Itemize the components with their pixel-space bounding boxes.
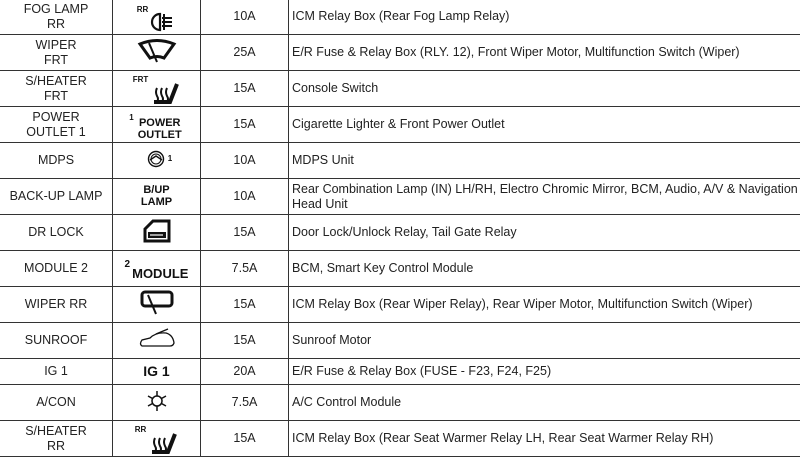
table-row: BACK-UP LAMP B/UP LAMP 10A Rear Combinat… [0, 178, 800, 215]
fuse-rating: 10A [200, 0, 289, 35]
fuse-rating: 15A [200, 286, 289, 323]
protected-circuit: E/R Fuse & Relay Box (RLY. 12), Front Wi… [288, 34, 800, 71]
fuse-name: WIPER RR [0, 286, 113, 323]
fuse-rating: 10A [200, 142, 289, 179]
protected-circuit: Sunroof Motor [288, 322, 800, 359]
table-row: S/HEATER RR RR 15A ICM Relay Box (Rear Se… [0, 420, 800, 457]
protected-circuit: Door Lock/Unlock Relay, Tail Gate Relay [288, 214, 800, 251]
protected-circuit: BCM, Smart Key Control Module [288, 250, 800, 287]
fuse-rating: 25A [200, 34, 289, 71]
protected-circuit: ICM Relay Box (Rear Wiper Relay), Rear W… [288, 286, 800, 323]
table-row: DR LOCK 15A Door Lock/Unlock Relay, Tail… [0, 214, 800, 251]
protected-circuit: Rear Combination Lamp (IN) LH/RH, Electr… [288, 178, 800, 215]
fuse-name: BACK-UP LAMP [0, 178, 113, 215]
table-row: MODULE 2 2 MODULE 7.5A BCM, Smart Key Co… [0, 250, 800, 287]
fuse-rating: 15A [200, 70, 289, 107]
protected-circuit: E/R Fuse & Relay Box (FUSE - F23, F24, F… [288, 358, 800, 385]
front-wiper-icon [137, 38, 176, 62]
fuse-name: MODULE 2 [0, 250, 113, 287]
fuse-name: A/CON [0, 384, 113, 421]
fuse-name: WIPER FRT [0, 34, 113, 71]
fuse-rating: 7.5A [200, 250, 289, 287]
symbol-label: RR [134, 425, 147, 434]
table-row: WIPER RR 15A ICM Relay Box (Rear Wiper R… [0, 286, 800, 323]
fuse-rating: 7.5A [200, 384, 289, 421]
table-row: FOG LAMP RR RR 10A ICM Relay Box (Rear Fo… [0, 0, 800, 35]
protected-circuit: A/C Control Module [288, 384, 800, 421]
backup-lamp-symbol: B/UP LAMP [140, 184, 173, 208]
fuse-rating: 10A [200, 178, 289, 215]
table-row: SUNROOF 15A Sunroof Motor [0, 322, 800, 359]
fuse-name: MDPS [0, 142, 113, 179]
steering-wheel-icon [147, 150, 164, 167]
fuse-name: POWER OUTLET 1 [0, 106, 113, 143]
fuse-rating: 15A [200, 106, 289, 143]
protected-circuit: MDPS Unit [288, 142, 800, 179]
protected-circuit: Console Switch [288, 70, 800, 107]
symbol-superscript: 1 [129, 112, 134, 122]
snowflake-icon [147, 390, 166, 411]
symbol-superscript: 1 [167, 154, 173, 163]
seat-heater-icon [154, 83, 180, 104]
rear-wiper-icon [140, 290, 173, 314]
fuse-name: S/HEATER FRT [0, 70, 113, 107]
table-row: A/CON 7.5A A/C Control Module [0, 384, 800, 421]
fuse-name: FOG LAMP RR [0, 0, 113, 35]
power-outlet-symbol: POWER OUTLET [137, 116, 182, 141]
module-symbol: MODULE [132, 266, 189, 281]
sunroof-car-icon [139, 327, 175, 347]
door-lock-icon [143, 219, 170, 242]
fuse-name: S/HEATER RR [0, 420, 113, 457]
fuse-name: SUNROOF [0, 322, 113, 359]
protected-circuit: ICM Relay Box (Rear Fog Lamp Relay) [288, 0, 800, 35]
fuse-rating: 15A [200, 420, 289, 457]
fuse-rating: 15A [200, 214, 289, 251]
fuse-rating: 20A [200, 358, 289, 385]
table-row: IG 1 IG 1 20A E/R Fuse & Relay Box (FUSE… [0, 358, 800, 385]
table-row: MDPS 1 10A MDPS Unit [0, 142, 800, 179]
symbol-superscript: 2 [124, 259, 131, 270]
fuse-name: DR LOCK [0, 214, 113, 251]
symbol-label: RR [136, 4, 149, 14]
ig1-symbol: IG 1 [143, 362, 170, 379]
table-row: WIPER FRT 25A E/R Fuse & Relay Box (RLY. … [0, 34, 800, 71]
protected-circuit: ICM Relay Box (Rear Seat Warmer Relay LH… [288, 420, 800, 457]
symbol-label: FRT [132, 75, 149, 84]
fuse-name: IG 1 [0, 358, 113, 385]
table-row: POWER OUTLET 1 1 POWER OUTLET 15A Cigaret… [0, 106, 800, 143]
protected-circuit: Cigarette Lighter & Front Power Outlet [288, 106, 800, 143]
table-row: S/HEATER FRT FRT 15A Console Switch [0, 70, 800, 107]
seat-heater-icon [152, 433, 178, 454]
rear-fog-lamp-icon [151, 12, 173, 31]
fuse-rating: 15A [200, 322, 289, 359]
